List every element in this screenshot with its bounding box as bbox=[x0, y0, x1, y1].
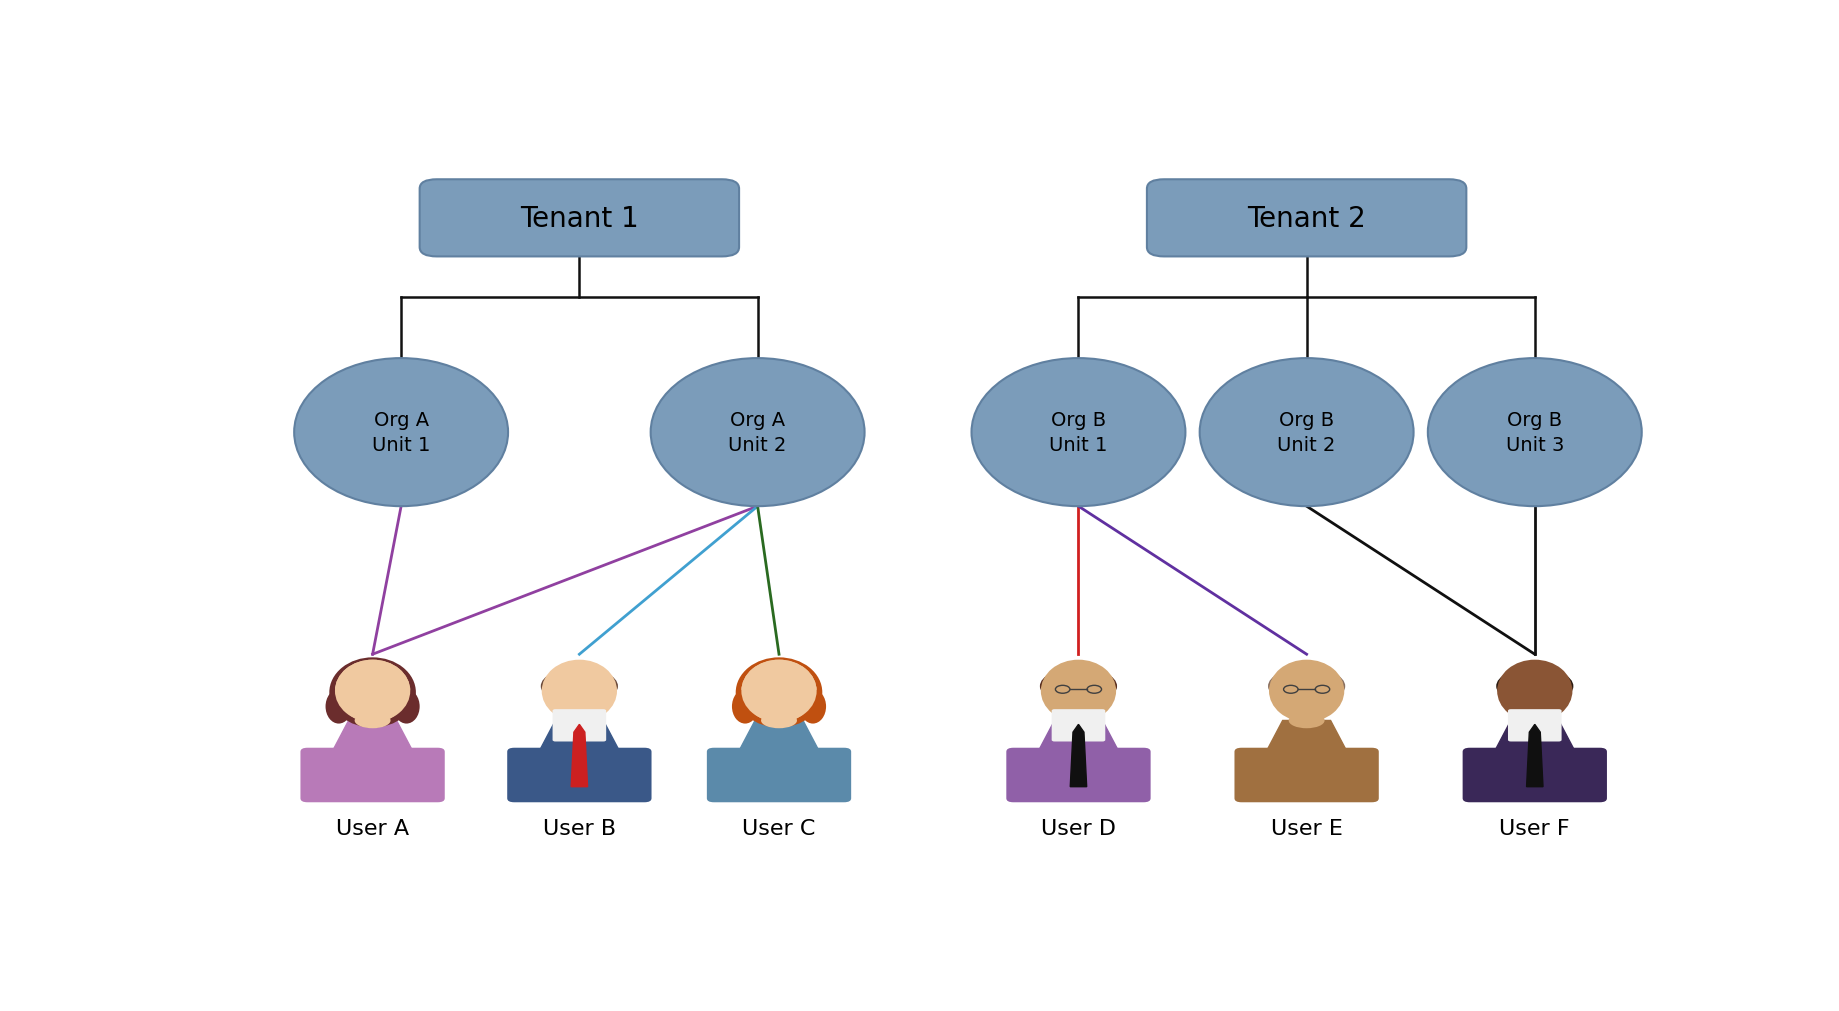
Ellipse shape bbox=[335, 660, 410, 722]
Ellipse shape bbox=[1495, 668, 1572, 706]
Ellipse shape bbox=[335, 660, 410, 722]
FancyBboxPatch shape bbox=[1052, 710, 1105, 742]
Text: User C: User C bbox=[741, 818, 815, 838]
Text: Tenant 1: Tenant 1 bbox=[520, 204, 638, 233]
Ellipse shape bbox=[1287, 713, 1324, 729]
FancyBboxPatch shape bbox=[1508, 710, 1561, 742]
FancyBboxPatch shape bbox=[552, 710, 605, 742]
Ellipse shape bbox=[329, 658, 416, 728]
FancyBboxPatch shape bbox=[419, 180, 739, 257]
Ellipse shape bbox=[394, 690, 419, 724]
Ellipse shape bbox=[800, 690, 826, 724]
Text: Org A
Unit 2: Org A Unit 2 bbox=[728, 410, 787, 455]
Ellipse shape bbox=[1041, 660, 1116, 722]
Ellipse shape bbox=[1039, 668, 1116, 706]
Ellipse shape bbox=[741, 660, 817, 722]
Polygon shape bbox=[570, 725, 587, 787]
Text: Tenant 2: Tenant 2 bbox=[1247, 204, 1365, 233]
Ellipse shape bbox=[1199, 359, 1412, 507]
FancyBboxPatch shape bbox=[1234, 748, 1377, 803]
Ellipse shape bbox=[971, 359, 1184, 507]
Polygon shape bbox=[714, 721, 844, 799]
Text: Org B
Unit 2: Org B Unit 2 bbox=[1276, 410, 1335, 455]
Ellipse shape bbox=[732, 690, 758, 724]
Polygon shape bbox=[1526, 725, 1543, 787]
Text: User D: User D bbox=[1041, 818, 1116, 838]
Polygon shape bbox=[1241, 721, 1370, 799]
FancyBboxPatch shape bbox=[706, 748, 851, 803]
Ellipse shape bbox=[294, 359, 508, 507]
Ellipse shape bbox=[736, 658, 822, 728]
FancyBboxPatch shape bbox=[508, 748, 651, 803]
Text: Org B
Unit 1: Org B Unit 1 bbox=[1048, 410, 1107, 455]
Ellipse shape bbox=[741, 660, 817, 722]
Text: User E: User E bbox=[1271, 818, 1342, 838]
Ellipse shape bbox=[541, 660, 616, 722]
FancyBboxPatch shape bbox=[1006, 748, 1149, 803]
Text: User A: User A bbox=[337, 818, 408, 838]
Polygon shape bbox=[307, 721, 438, 799]
FancyBboxPatch shape bbox=[300, 748, 445, 803]
Ellipse shape bbox=[1515, 713, 1552, 729]
Polygon shape bbox=[1469, 721, 1598, 799]
Ellipse shape bbox=[761, 713, 796, 729]
Ellipse shape bbox=[561, 713, 598, 729]
Ellipse shape bbox=[1427, 359, 1640, 507]
Text: Org B
Unit 3: Org B Unit 3 bbox=[1504, 410, 1563, 455]
Ellipse shape bbox=[355, 713, 390, 729]
Ellipse shape bbox=[541, 668, 618, 706]
Text: User F: User F bbox=[1499, 818, 1569, 838]
Polygon shape bbox=[1070, 725, 1087, 787]
Ellipse shape bbox=[1269, 660, 1344, 722]
Polygon shape bbox=[1013, 721, 1142, 799]
Text: User B: User B bbox=[543, 818, 616, 838]
FancyBboxPatch shape bbox=[1146, 180, 1466, 257]
Ellipse shape bbox=[1059, 713, 1096, 729]
Ellipse shape bbox=[651, 359, 864, 507]
FancyBboxPatch shape bbox=[1462, 748, 1605, 803]
Polygon shape bbox=[515, 721, 644, 799]
Ellipse shape bbox=[1267, 668, 1344, 706]
Ellipse shape bbox=[1497, 660, 1572, 722]
Text: Org A
Unit 1: Org A Unit 1 bbox=[371, 410, 430, 455]
Ellipse shape bbox=[326, 690, 351, 724]
